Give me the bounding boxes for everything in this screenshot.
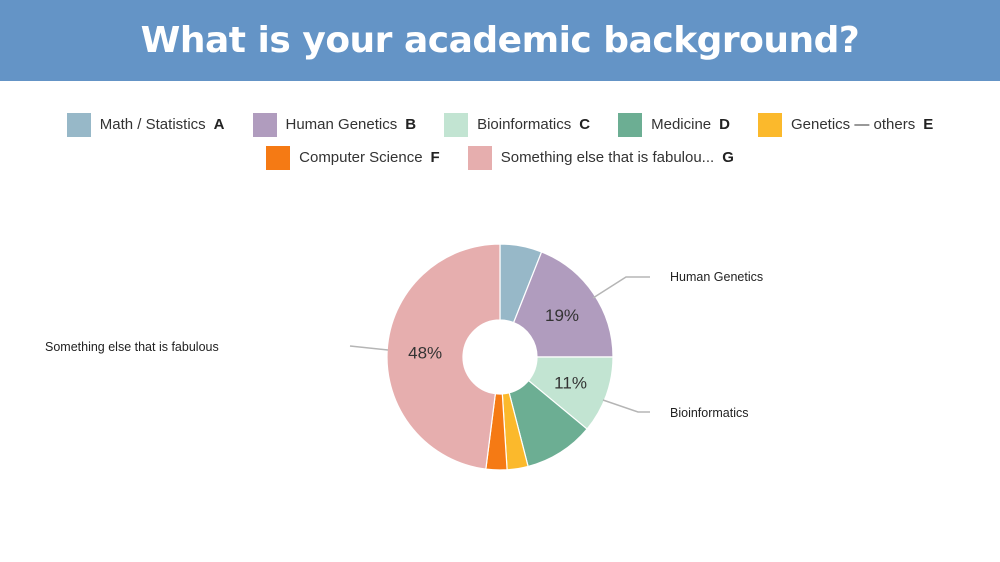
legend-swatch-d	[618, 112, 643, 137]
legend-swatch-e	[757, 112, 782, 137]
callout-label-something-else-that-is-fabulous: Something else that is fabulous	[45, 340, 219, 354]
legend-swatch-c	[444, 112, 469, 137]
legend-swatch-f	[266, 145, 291, 170]
legend-label-a: Math / Statistics	[99, 116, 206, 133]
legend-item-a: Math / Statistics A	[66, 112, 225, 137]
slice-percent-bioinformatics: 11%	[554, 373, 587, 392]
legend-label-b: Human Genetics	[285, 116, 398, 133]
legend-row-1: Math / Statistics A Human Genetics B Bio…	[0, 108, 1000, 141]
legend-letter-a: A	[213, 116, 225, 133]
callout-label-bioinformatics: Bioinformatics	[670, 406, 749, 420]
callout-label-human-genetics: Human Genetics	[670, 270, 763, 284]
legend-letter-d: D	[719, 116, 730, 133]
legend-letter-f: F	[430, 149, 440, 166]
legend-item-c: Bioinformatics C	[444, 112, 591, 137]
legend-swatch-b	[252, 112, 277, 137]
legend-label-c: Bioinformatics	[477, 116, 572, 133]
legend-item-d: Medicine D	[618, 112, 730, 137]
legend-label-e: Genetics — others	[790, 116, 916, 133]
slice-human-genetics	[512, 251, 614, 358]
callout-line-human-genetics	[592, 276, 650, 299]
legend-letter-b: B	[405, 116, 417, 133]
slice-percent-something-else-that-is-fabulous: 48%	[408, 343, 442, 362]
legend-row-2: Computer Science F Something else that i…	[0, 141, 1000, 174]
page-title: What is your academic background?	[140, 20, 860, 61]
callout-line-something-else-that-is-fabulous	[349, 345, 389, 351]
title-banner: What is your academic background?	[0, 0, 1000, 81]
legend-letter-g: G	[722, 149, 734, 166]
legend-label-g: Something else that is fabulou...	[500, 149, 715, 166]
legend-letter-c: C	[579, 116, 591, 133]
callout-line-bioinformatics	[602, 399, 650, 413]
legend-swatch-g	[467, 145, 492, 170]
legend-label-f: Computer Science	[299, 149, 423, 166]
legend: Math / Statistics A Human Genetics B Bio…	[0, 108, 1000, 174]
legend-item-g: Something else that is fabulou... G	[467, 145, 734, 170]
legend-item-b: Human Genetics B	[252, 112, 417, 137]
slice-percent-human-genetics: 19%	[545, 306, 579, 325]
slice-something-else-that-is-fabulous	[386, 243, 501, 470]
legend-swatch-a	[66, 112, 91, 137]
legend-item-f: Computer Science F	[266, 145, 440, 170]
legend-item-e: Genetics — others E	[757, 112, 934, 137]
legend-letter-e: E	[923, 116, 934, 133]
legend-label-d: Medicine	[651, 116, 712, 133]
